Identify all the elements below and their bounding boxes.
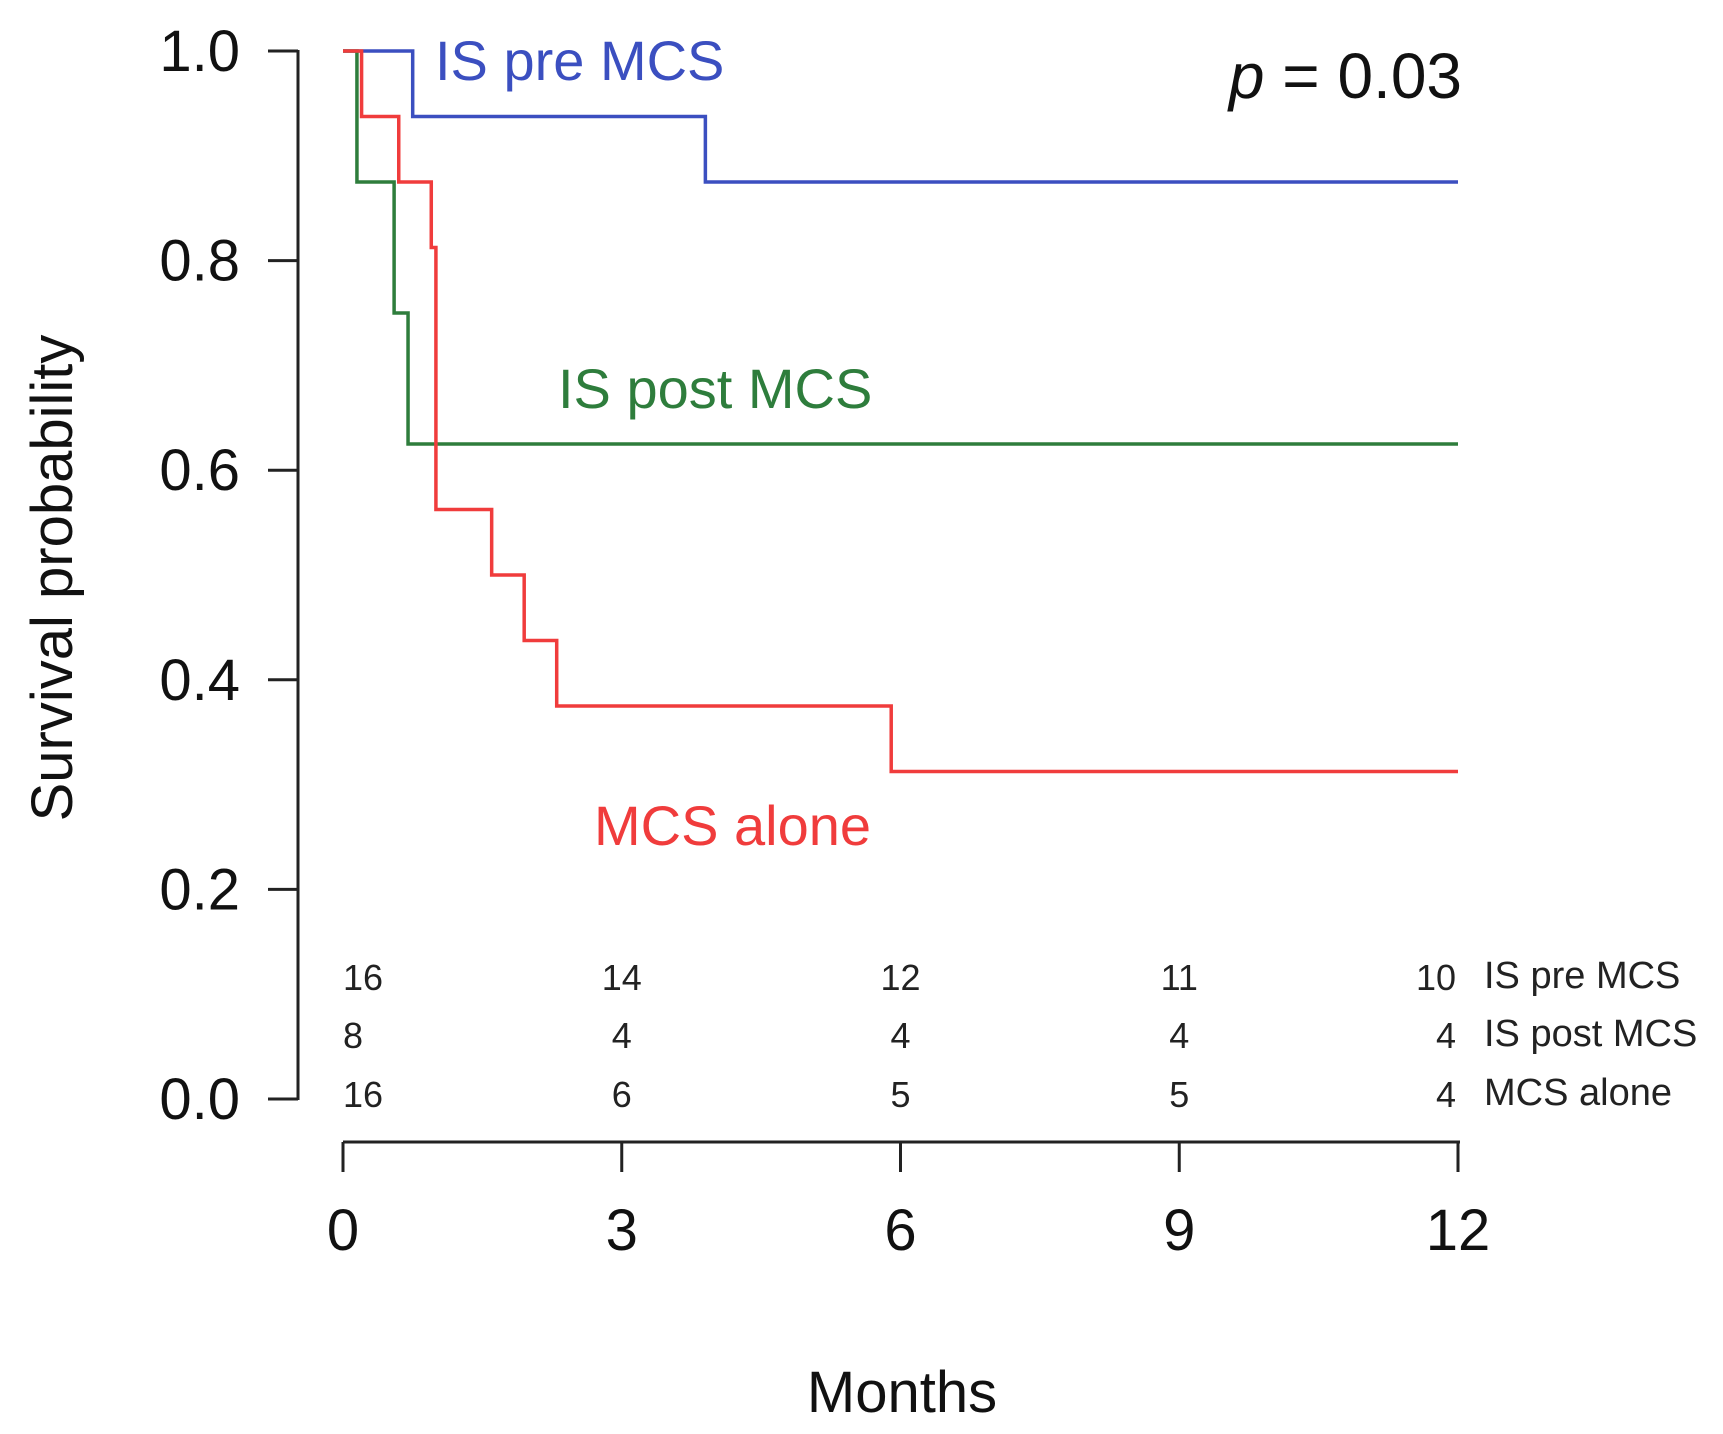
- curve-is-pre-mcs: [343, 49, 1458, 184]
- risk-count: 6: [612, 1074, 632, 1115]
- risk-count: 11: [1161, 957, 1198, 998]
- risk-count: 4: [1169, 1015, 1189, 1056]
- risk-count: 4: [1436, 1074, 1456, 1115]
- number-at-risk-table: 16 14 12 11 10 IS pre MCS 8 4 4 4 4 IS post MCS 16 6 5…: [343, 955, 1697, 1115]
- x-tick-label: 0: [327, 1198, 359, 1263]
- survival-curves: [343, 49, 1458, 774]
- risk-count: 4: [890, 1015, 910, 1056]
- x-tick-label: 6: [884, 1198, 916, 1263]
- risk-count: 16: [343, 957, 383, 998]
- risk-count: 10: [1416, 957, 1456, 998]
- curve-is-post-mcs: [343, 49, 1458, 446]
- series-label-mcs-alone: MCS alone: [594, 794, 871, 857]
- p-value-symbol: p: [1227, 40, 1265, 112]
- x-axis-title: Months: [807, 1360, 997, 1425]
- risk-row-label: MCS alone: [1484, 1072, 1672, 1114]
- y-tick-label: 0.2: [159, 857, 240, 922]
- p-value-annotation: p = 0.03: [1227, 40, 1462, 112]
- y-ticks: 0.0 0.2 0.4 0.6 0.8 1.0: [159, 19, 298, 1132]
- y-tick-label: 0.6: [159, 438, 240, 503]
- y-tick-label: 0.0: [159, 1067, 240, 1132]
- risk-count: 5: [890, 1074, 910, 1115]
- series-label-is-post-mcs: IS post MCS: [558, 357, 872, 420]
- y-tick-label: 1.0: [159, 19, 240, 84]
- risk-count: 5: [1169, 1074, 1189, 1115]
- x-tick-label: 9: [1163, 1198, 1195, 1263]
- risk-count: 8: [343, 1015, 363, 1056]
- series-label-is-pre-mcs: IS pre MCS: [435, 29, 724, 92]
- risk-row-label: IS pre MCS: [1484, 955, 1680, 997]
- risk-count: 16: [343, 1074, 383, 1115]
- risk-count: 12: [880, 957, 920, 998]
- risk-count: 4: [612, 1015, 632, 1056]
- y-tick-label: 0.8: [159, 229, 240, 294]
- x-tick-label: 3: [606, 1198, 638, 1263]
- y-axis-title: Survival probability: [20, 335, 85, 822]
- y-tick-label: 0.4: [159, 648, 240, 713]
- risk-count: 14: [602, 957, 642, 998]
- risk-count: 4: [1436, 1015, 1456, 1056]
- curve-mcs-alone: [343, 49, 1458, 774]
- x-tick-label: 12: [1426, 1198, 1491, 1263]
- risk-row-label: IS post MCS: [1484, 1013, 1697, 1055]
- p-value-text: = 0.03: [1265, 40, 1463, 112]
- x-ticks: 0 3 6 9 12: [327, 1142, 1490, 1263]
